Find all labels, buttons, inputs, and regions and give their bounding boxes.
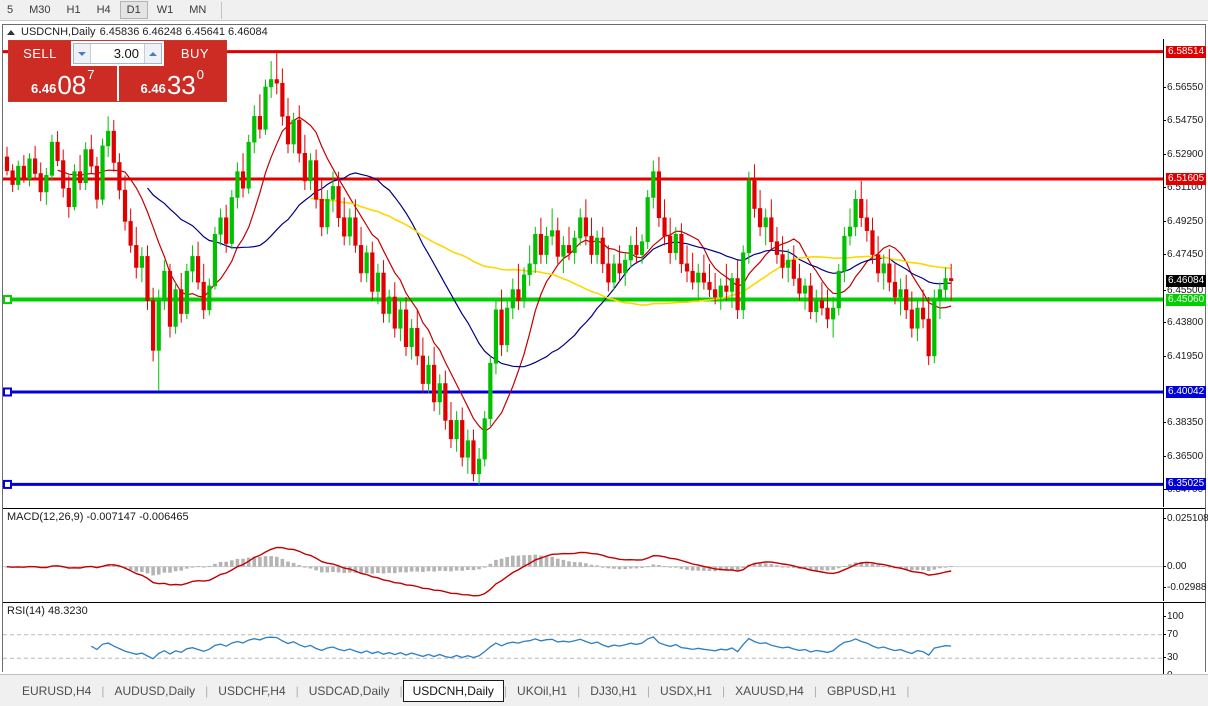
price-tick: 6.49250 (1162, 216, 1204, 228)
chevron-up-icon (149, 51, 157, 56)
rsi-tick: 100 (1163, 611, 1184, 622)
price-tick: 6.51100 (1162, 182, 1203, 194)
chart-symbol-label: USDCNH,Daily (21, 26, 96, 38)
timeframe-h1[interactable]: H1 (66, 4, 81, 16)
macd-tick: -0.02988 (1162, 582, 1207, 593)
rsi-svg (3, 634, 1163, 660)
one-click-trading-panel[interactable]: SELL 3.00 BUY 6.46 08 7 6.46 33 0 (8, 40, 227, 102)
price-chart-pane[interactable] (3, 39, 1163, 507)
macd-label: MACD(12,26,9) -0.007147 -0.006465 (7, 511, 189, 523)
volume-decrease-button[interactable] (74, 44, 91, 63)
one-click-trading-top-row: SELL 3.00 BUY (9, 41, 226, 66)
chart-tab-ukoil-h1[interactable]: UKOil,H1 (517, 683, 568, 698)
sell-big-figure: 6.46 (31, 81, 57, 96)
tab-separator: | (646, 683, 650, 698)
chart-tab-xauusd-h4[interactable]: XAUUSD,H4 (735, 683, 804, 698)
buy-big-figure: 6.46 (140, 81, 166, 96)
tab-separator: | (295, 683, 299, 698)
price-label-current-price[interactable]: 6.46084 (1166, 274, 1207, 287)
volume-stepper[interactable]: 3.00 (73, 43, 162, 64)
sell-fraction: 7 (87, 67, 95, 82)
chart-ohlc-values: 6.45836 6.46248 6.45641 6.46084 (99, 26, 268, 38)
price-tick: 6.56550 (1162, 81, 1204, 93)
sell-button[interactable]: SELL (9, 41, 71, 66)
macd-axis: 0.025108 0.00 -0.02988 (1162, 508, 1208, 601)
timeframe-toolbar[interactable]: 5 M30 H1 H4 D1 W1 MN (0, 0, 1208, 21)
price-label-resistance[interactable]: 6.51605 (1166, 172, 1207, 185)
price-tick: 6.54750 (1162, 114, 1204, 126)
tab-separator: | (399, 683, 403, 698)
macd-tick: 0.025108 (1163, 513, 1208, 524)
chart-window: USDCNH,Daily 6.45836 6.46248 6.45641 6.4… (2, 24, 1208, 696)
buy-button[interactable]: BUY (164, 41, 226, 66)
price-chart-svg (3, 50, 1163, 489)
chart-tab-gbpusd-h1[interactable]: GBPUSD,H1 (826, 683, 897, 698)
sell-pips: 08 (57, 70, 87, 100)
tab-separator: | (722, 683, 726, 698)
tab-separator: | (577, 683, 581, 698)
price-tick: 6.41950 (1162, 350, 1204, 362)
price-label-entry-line[interactable]: 6.45060 (1166, 293, 1207, 306)
price-label-resistance[interactable]: 6.58514 (1166, 45, 1207, 58)
timeframe-5[interactable]: 5 (7, 4, 14, 16)
price-label-support[interactable]: 6.35025 (1166, 478, 1207, 491)
price-tick: 6.47450 (1162, 249, 1204, 261)
timeframe-w1[interactable]: W1 (156, 4, 174, 16)
price-tick: 6.43800 (1162, 316, 1204, 328)
chart-tab-usdcad-daily[interactable]: USDCAD,Daily (308, 683, 390, 698)
chart-tab-eurusd-h4[interactable]: EURUSD,H4 (22, 683, 92, 698)
rsi-tick: 30 (1162, 652, 1179, 664)
timeframe-mn[interactable]: MN (189, 4, 207, 16)
chart-tab-bar[interactable]: EURUSD,H4 | AUDUSD,Daily | USDCHF,H4 | USDCAD,… (0, 674, 1208, 706)
timeframe-h4[interactable]: H4 (96, 4, 111, 16)
rsi-pane[interactable]: RSI(14) 48.3230 (3, 602, 1163, 681)
rsi-axis: 10070300 (1162, 602, 1205, 681)
price-tick: 6.38350 (1162, 417, 1204, 429)
rsi-tick: 70 (1162, 628, 1179, 640)
toolbar-separator (221, 1, 223, 19)
tab-separator: | (813, 683, 817, 698)
tab-separator: | (101, 683, 105, 698)
chart-tab-audusd-daily[interactable]: AUDUSD,Daily (114, 683, 196, 698)
price-label-support[interactable]: 6.40042 (1166, 385, 1207, 398)
rsi-label: RSI(14) 48.3230 (7, 605, 88, 617)
tab-separator: | (205, 683, 209, 698)
volume-input[interactable]: 3.00 (91, 44, 144, 63)
chart-tab-usdcnh-daily[interactable]: USDCNH,Daily (402, 679, 504, 702)
buy-price-quote[interactable]: 6.46 33 0 (118, 66, 226, 101)
chart-tab-dj30-h1[interactable]: DJ30,H1 (590, 683, 637, 698)
buy-fraction: 0 (196, 67, 204, 82)
price-tick: 6.52900 (1162, 149, 1204, 161)
buy-pips: 33 (166, 70, 196, 100)
price-tick: 6.36500 (1162, 451, 1204, 463)
sell-price-quote[interactable]: 6.46 08 7 (9, 66, 117, 101)
volume-increase-button[interactable] (144, 44, 161, 63)
price-axis[interactable]: 6.56550 6.54750 6.52900 6.51100 6.49250 6.474… (1162, 39, 1207, 507)
price-tick: 6.45500 (1162, 285, 1204, 297)
timeframe-m30[interactable]: M30 (29, 4, 51, 16)
chart-tab-usdchf-h4[interactable]: USDCHF,H4 (218, 683, 286, 698)
chevron-down-icon (78, 51, 86, 56)
chart-tab-usdx-h1[interactable]: USDX,H1 (660, 683, 713, 698)
tab-separator: | (906, 683, 910, 698)
collapse-triangle-icon[interactable] (7, 29, 15, 35)
one-click-trading-quotes: 6.46 08 7 6.46 33 0 (9, 66, 226, 101)
macd-pane[interactable]: MACD(12,26,9) -0.007147 -0.006465 (3, 508, 1163, 601)
chart-header: USDCNH,Daily 6.45836 6.46248 6.45641 6.4… (3, 25, 1205, 39)
timeframe-d1[interactable]: D1 (119, 1, 148, 19)
macd-svg (3, 546, 1163, 597)
tab-separator: | (503, 683, 508, 698)
macd-tick: 0.00 (1162, 560, 1187, 572)
